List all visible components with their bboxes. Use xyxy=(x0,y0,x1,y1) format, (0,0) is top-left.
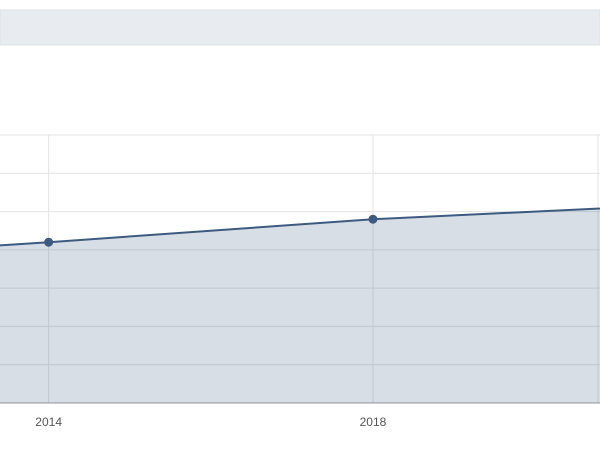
area-fill xyxy=(0,208,600,403)
x-tick-label: 2018 xyxy=(360,415,387,429)
x-tick-label: 2014 xyxy=(35,415,62,429)
point xyxy=(44,237,54,247)
line xyxy=(0,207,600,247)
header-bar xyxy=(0,9,600,46)
point xyxy=(368,214,378,224)
